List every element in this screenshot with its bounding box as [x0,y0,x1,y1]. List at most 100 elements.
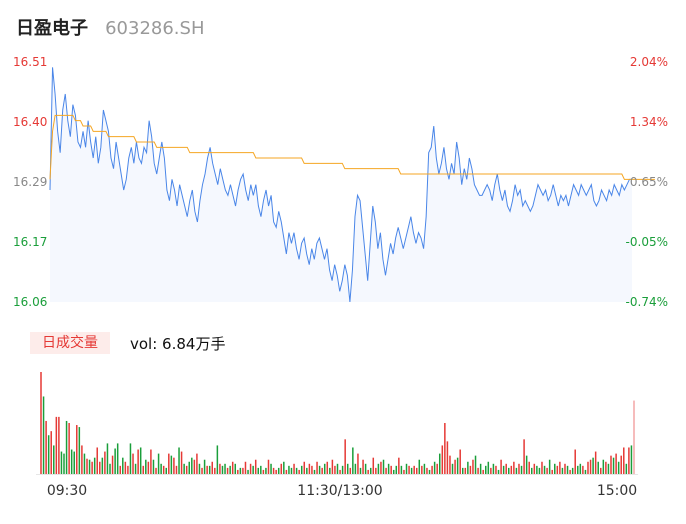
avg-price-line [49,114,655,180]
volume-bar [541,461,543,474]
volume-bar [410,467,413,474]
header: 日盈电子 603286.SH [16,14,205,39]
volume-bar [464,467,467,474]
volume-bar [267,459,270,474]
volume-bar [270,463,272,474]
volume-bar [438,453,441,474]
volume-bar [607,463,610,474]
volume-bar [152,459,155,474]
volume-bar [53,445,55,474]
volume-bar [293,463,295,474]
volume-bar [380,461,382,474]
volume-bar [318,465,321,474]
volume-bar [441,445,444,474]
volume-bar [244,461,247,474]
volume-bar [55,416,58,474]
volume-bar [528,461,530,474]
volume-bar [303,461,306,474]
volume-label[interactable]: 日成交量 [30,332,110,354]
volume-bar [283,461,285,474]
volume-bar [625,463,628,474]
volume-bar [68,423,70,474]
volume-bar [237,469,239,474]
volume-bar [83,453,86,474]
pct-tick: -0.74% [626,295,668,309]
volume-bar [390,465,392,474]
volume-bar [508,467,510,474]
price-tick: 16.17 [13,235,47,249]
volume-bar [323,463,326,474]
volume-bar [538,467,541,474]
volume-bar [99,461,101,474]
volume-bar [295,467,298,474]
volume-bar [369,467,372,474]
volume-bar [262,469,265,474]
volume-bar [334,465,336,474]
volume-bar [372,457,375,474]
volume-bar [454,459,456,474]
price-tick: 16.40 [13,115,47,129]
volume-bar [47,435,50,474]
volume-bar [354,463,357,474]
volume-bar [150,449,152,474]
volume-bar [116,443,119,474]
volume-bar [139,447,142,474]
volume-bar [73,451,75,474]
volume-bar [252,465,254,474]
pct-axis-labels: 2.04% 1.34% 0.65% -0.05% -0.74% [626,55,668,309]
volume-bar [306,467,308,474]
volume-bar [387,463,390,474]
time-tick: 15:00 [597,483,637,499]
volume-bar [91,461,93,474]
volume-bar [536,465,538,474]
volume-bar [551,469,553,474]
volume-bar [612,457,615,474]
volume-bar [129,443,132,474]
volume-bar [42,396,45,474]
volume-bar [122,457,124,474]
volume-bar [298,469,300,474]
volume-bar [277,467,280,474]
volume-bar [520,465,523,474]
volume-bar [226,467,229,474]
volume-bar [531,467,533,474]
volume-bar [175,465,178,474]
volume-bar [400,465,403,474]
volume-bar [173,457,175,474]
volume-bar [145,459,147,474]
volume-bar [311,465,313,474]
volume-bar [605,461,607,474]
volume-bar [234,463,237,474]
volume-bar [119,465,121,474]
volume-bar [155,467,157,474]
volume-bar [124,461,127,474]
volume-bar [168,453,170,474]
volume-bar [564,463,566,474]
volume-bar [58,416,60,474]
volume-bar [479,463,482,474]
volume-bar [515,467,518,474]
volume-bar [219,463,221,474]
volume-bar [398,457,400,474]
volume-bar [421,465,423,474]
volume-bar [160,463,162,474]
volume-bar [482,469,484,474]
volume-bar [321,467,323,474]
stock-name: 日盈电子 [16,18,88,39]
time-axis-labels: 09:30 11:30/13:00 15:00 [47,483,637,499]
volume-bar [88,459,91,474]
volume-bar [188,461,190,474]
volume-bar [462,467,464,474]
volume-bar [216,445,219,474]
volume-bar [78,427,81,474]
volume-bar [344,439,346,474]
volume-bar [45,420,47,474]
volume-bar [257,467,260,474]
price-line [49,67,632,303]
volume-bar [157,453,160,474]
volume-bar [490,467,492,474]
volume-bar [502,465,505,474]
volume-bar [198,463,201,474]
volume-bar [231,461,234,474]
